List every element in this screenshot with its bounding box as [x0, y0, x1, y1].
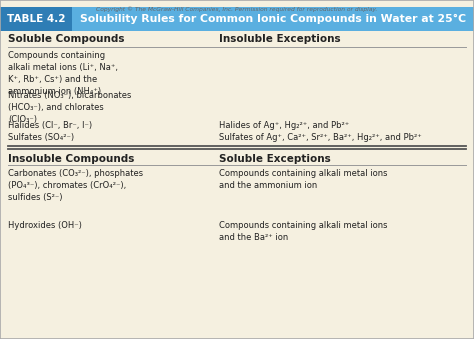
Text: Solubility Rules for Common Ionic Compounds in Water at 25°C: Solubility Rules for Common Ionic Compou… — [80, 14, 466, 24]
Text: Halides (Cl⁻, Br⁻, I⁻): Halides (Cl⁻, Br⁻, I⁻) — [8, 121, 92, 130]
Text: Nitrates (NO₃⁻), bicarbonates
(HCO₃⁻), and chlorates
(ClO₃⁻): Nitrates (NO₃⁻), bicarbonates (HCO₃⁻), a… — [8, 91, 131, 124]
Text: TABLE 4.2: TABLE 4.2 — [7, 14, 65, 24]
Text: Insoluble Compounds: Insoluble Compounds — [8, 154, 134, 164]
Text: Hydroxides (OH⁻): Hydroxides (OH⁻) — [8, 221, 82, 230]
Text: Compounds containing alkali metal ions
and the Ba²⁺ ion: Compounds containing alkali metal ions a… — [219, 221, 387, 242]
Text: Insoluble Exceptions: Insoluble Exceptions — [219, 34, 340, 44]
FancyBboxPatch shape — [0, 7, 474, 31]
Text: Soluble Exceptions: Soluble Exceptions — [219, 154, 331, 164]
Text: Compounds containing
alkali metal ions (Li⁺, Na⁺,
K⁺, Rb⁺, Cs⁺) and the
ammonium: Compounds containing alkali metal ions (… — [8, 51, 118, 97]
Text: Halides of Ag⁺, Hg₂²⁺, and Pb²⁺: Halides of Ag⁺, Hg₂²⁺, and Pb²⁺ — [219, 121, 349, 130]
Text: Soluble Compounds: Soluble Compounds — [8, 34, 125, 44]
FancyBboxPatch shape — [0, 7, 72, 31]
Text: Sulfates (SO₄²⁻): Sulfates (SO₄²⁻) — [8, 133, 74, 142]
Text: Copyright © The McGraw-Hill Companies, Inc. Permission required for reproduction: Copyright © The McGraw-Hill Companies, I… — [96, 6, 378, 12]
Text: Sulfates of Ag⁺, Ca²⁺, Sr²⁺, Ba²⁺, Hg₂²⁺, and Pb²⁺: Sulfates of Ag⁺, Ca²⁺, Sr²⁺, Ba²⁺, Hg₂²⁺… — [219, 133, 422, 142]
FancyBboxPatch shape — [0, 31, 474, 339]
Text: Carbonates (CO₃²⁻), phosphates
(PO₄³⁻), chromates (CrO₄²⁻),
sulfides (S²⁻): Carbonates (CO₃²⁻), phosphates (PO₄³⁻), … — [8, 169, 143, 202]
Text: Compounds containing alkali metal ions
and the ammonium ion: Compounds containing alkali metal ions a… — [219, 169, 387, 190]
